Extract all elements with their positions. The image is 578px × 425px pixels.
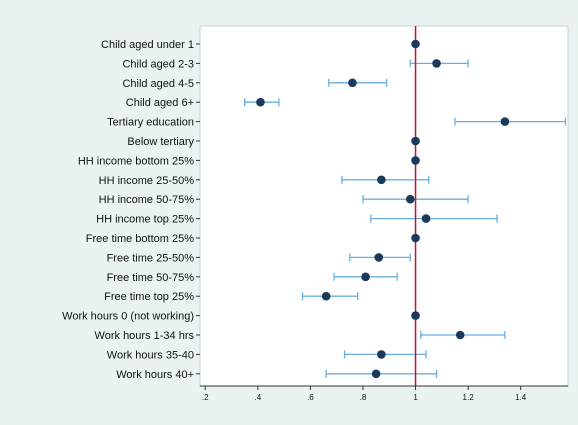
estimate-point — [411, 136, 420, 146]
category-label: Free time top 25% — [104, 291, 194, 303]
category-label: Child aged 4-5 — [122, 78, 194, 90]
point-estimates — [256, 39, 510, 379]
category-label: Free time bottom 25% — [86, 233, 194, 245]
category-label: Free time 25-50% — [107, 252, 195, 264]
estimate-point — [377, 175, 386, 185]
x-tick-label: 1 — [413, 393, 418, 402]
estimate-point — [374, 253, 384, 262]
x-tick-label: .6 — [307, 393, 314, 402]
category-label: HH income 50-75% — [99, 194, 195, 206]
category-label: Work hours 0 (not working) — [62, 311, 194, 323]
category-label: Child aged 6+ — [126, 97, 194, 109]
x-tick-label: 1.2 — [463, 393, 475, 402]
x-axis: .2 .4 .6 .8 1 1.2 1.4 — [200, 385, 568, 402]
estimate-point — [348, 78, 357, 88]
category-label: Work hours 35-40 — [107, 349, 194, 361]
plot-area — [199, 25, 569, 387]
estimate-point — [421, 214, 431, 223]
category-label: HH income top 25% — [96, 214, 194, 226]
category-label: Below tertiary — [127, 136, 194, 148]
category-label: Free time 50-75% — [107, 272, 195, 284]
ci-bar — [370, 214, 498, 223]
ci-bar — [328, 78, 388, 87]
category-label: HH income bottom 25% — [78, 155, 194, 167]
estimate-point — [411, 156, 420, 165]
estimate-point — [411, 311, 420, 320]
x-tick-label: .2 — [202, 393, 209, 402]
estimate-point — [500, 117, 510, 126]
x-tick-label: .4 — [254, 393, 261, 402]
category-label: Tertiary education — [107, 117, 194, 129]
x-tick-label: 1.4 — [515, 393, 527, 402]
ci-bar — [454, 117, 567, 126]
category-label: Work hours 40+ — [116, 369, 194, 381]
estimate-point — [411, 233, 420, 243]
estimate-point — [455, 330, 465, 340]
estimate-point — [432, 59, 441, 68]
estimate-point — [371, 369, 381, 379]
estimate-point — [256, 97, 265, 107]
x-tick-label: .8 — [360, 393, 367, 402]
category-labels: Child aged under 1 Child aged 2-3 Child ag… — [62, 39, 200, 381]
estimate-point — [405, 194, 415, 204]
estimate-point — [377, 350, 386, 359]
category-label: HH income 25-50% — [99, 175, 195, 187]
category-label: Child aged 2-3 — [122, 58, 194, 70]
category-label: Child aged under 1 — [101, 39, 194, 51]
estimate-point — [411, 39, 420, 49]
category-label: Work hours 1-34 hrs — [95, 330, 195, 342]
estimate-point — [361, 272, 370, 282]
ci-bar — [325, 369, 438, 378]
estimate-point — [321, 291, 331, 301]
